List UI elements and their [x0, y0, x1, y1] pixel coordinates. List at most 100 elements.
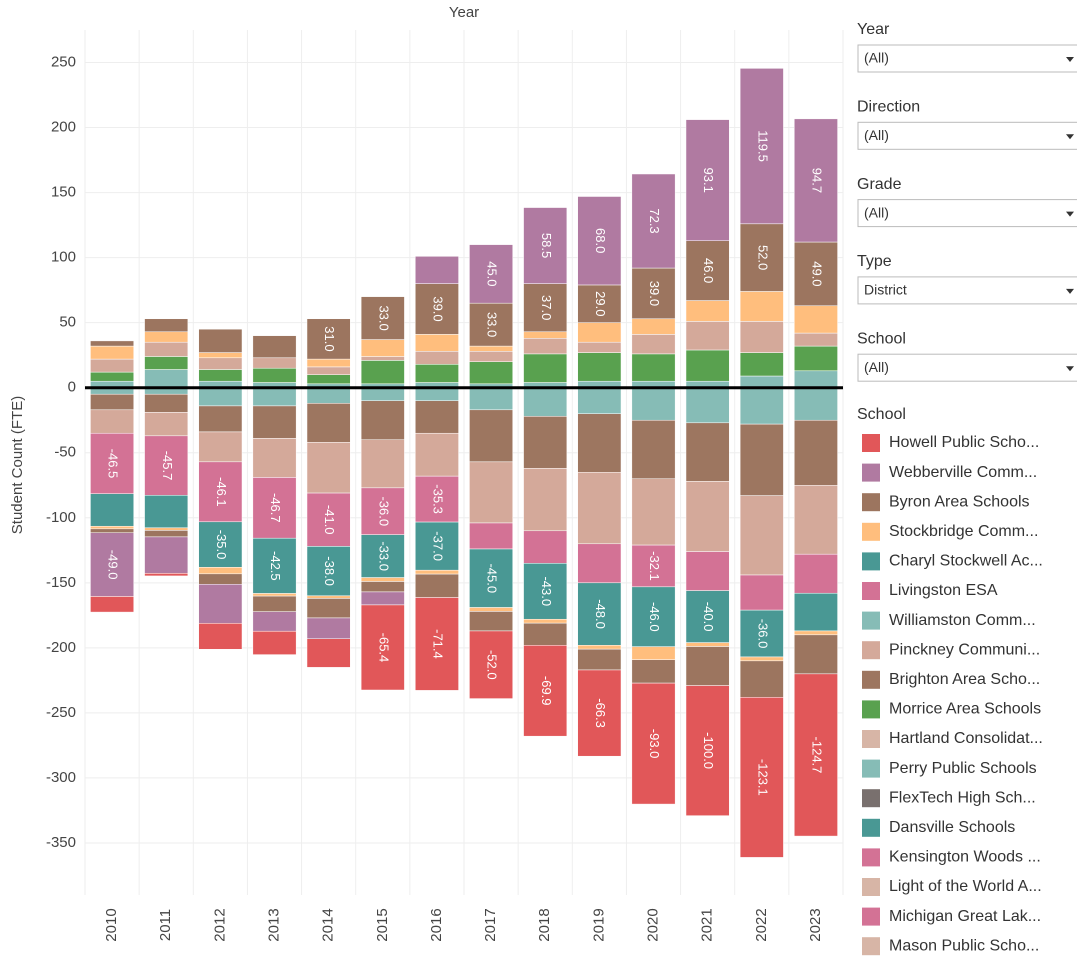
legend-swatch[interactable]: [862, 907, 880, 926]
filter-dropdown[interactable]: [857, 276, 1077, 305]
bar-segment: [469, 611, 513, 632]
legend-swatch[interactable]: [862, 434, 880, 452]
legend-swatch[interactable]: [862, 878, 880, 896]
bar-segment: [90, 493, 134, 527]
legend-swatch[interactable]: [862, 463, 880, 482]
data-label: -45.0: [485, 563, 500, 593]
dropdown-arrow: [1066, 134, 1074, 140]
data-label: 31.0: [322, 326, 337, 351]
filter-value: (All): [864, 127, 889, 143]
bar-segment: [469, 409, 513, 463]
legend-swatch[interactable]: [862, 789, 880, 808]
legend-swatch[interactable]: [862, 848, 880, 867]
bar-segment: [360, 604, 405, 691]
y-tick-label: 150: [51, 184, 76, 201]
bar-segment: [198, 387, 243, 407]
legend-swatch[interactable]: [862, 818, 880, 837]
legend-label[interactable]: Mason Public Scho...: [889, 937, 1039, 954]
x-tick-label: 2011: [157, 909, 174, 941]
bar-segment: [198, 584, 243, 624]
bar-segment: [306, 546, 351, 597]
data-label: -124.7: [809, 737, 824, 774]
legend-label[interactable]: Byron Area Schools: [889, 493, 1030, 510]
data-label: 29.0: [593, 291, 608, 316]
bar-segment: [415, 573, 459, 598]
filter-dropdown[interactable]: [857, 353, 1077, 382]
bar-segment: [306, 442, 351, 494]
bar-segment: [523, 530, 568, 564]
legend-swatch[interactable]: [862, 759, 880, 778]
bar-segment: [198, 405, 243, 433]
y-tick-label: -200: [46, 639, 76, 656]
legend-swatch[interactable]: [862, 552, 880, 571]
legend-label[interactable]: Stockbridge Comm...: [889, 523, 1038, 540]
legend-swatch[interactable]: [862, 582, 880, 600]
legend-swatch[interactable]: [862, 611, 880, 630]
filter-value: (All): [864, 204, 889, 220]
legend-label[interactable]: Williamston Comm...: [889, 612, 1036, 629]
legend-swatch[interactable]: [862, 493, 880, 512]
bar-segment: [523, 416, 568, 469]
bar-segment: [198, 567, 243, 575]
data-label: -52.0: [485, 650, 500, 680]
filter-dropdown[interactable]: [857, 44, 1077, 73]
bar-segment: [306, 318, 351, 360]
filter-label: School: [857, 330, 906, 347]
legend-label[interactable]: Webberville Comm...: [889, 464, 1037, 481]
data-label: -69.9: [539, 676, 554, 706]
legend-swatch[interactable]: [862, 522, 880, 541]
legend-swatch[interactable]: [862, 641, 880, 660]
bar-segment: [469, 387, 513, 411]
legend-swatch[interactable]: [862, 700, 880, 719]
data-label: -46.1: [214, 477, 229, 507]
bar-segment: [252, 367, 297, 383]
legend-swatch[interactable]: [862, 730, 880, 748]
x-tick-label: 2014: [320, 908, 337, 941]
filter-dropdown[interactable]: [857, 121, 1077, 150]
legend-label[interactable]: Brighton Area Scho...: [889, 671, 1040, 688]
bar-segment: [794, 630, 838, 636]
filter-dropdown[interactable]: [857, 199, 1077, 228]
bar-segment: [685, 349, 730, 382]
filter-label: Type: [857, 253, 892, 270]
bar-segment: [306, 374, 351, 385]
bar-segment: [577, 669, 622, 757]
legend-label[interactable]: Howell Public Scho...: [889, 434, 1039, 451]
legend-swatch[interactable]: [862, 937, 880, 956]
data-label: -49.0: [106, 550, 121, 580]
legend-label[interactable]: Pinckney Communi...: [889, 641, 1040, 658]
legend-label[interactable]: Morrice Area Schools: [889, 701, 1041, 718]
bar-segment: [739, 574, 784, 611]
y-tick-label: -250: [46, 704, 76, 721]
bar-segment: [631, 478, 676, 546]
bar-segment: [577, 341, 622, 353]
bar-segment: [469, 302, 513, 347]
bar-segment: [739, 495, 784, 576]
bar-segment: [469, 244, 513, 304]
legend-swatch[interactable]: [862, 670, 880, 689]
bar-segment: [90, 528, 134, 533]
bar-segment: [198, 431, 243, 463]
x-tick-label: 2017: [482, 908, 499, 941]
legend-label[interactable]: Charyl Stockwell Ac...: [889, 553, 1043, 570]
legend-label[interactable]: Kensington Woods ...: [889, 849, 1041, 866]
legend-label[interactable]: Light of the World A...: [889, 878, 1042, 895]
legend-label[interactable]: Hartland Consolidat...: [889, 730, 1043, 747]
bar-segment: [577, 413, 622, 473]
bar-segment: [144, 573, 189, 577]
legend-label[interactable]: Livingston ESA: [889, 582, 998, 599]
legend-label[interactable]: Perry Public Schools: [889, 760, 1037, 777]
bar-segment: [469, 607, 513, 612]
bar-segment: [306, 366, 351, 375]
bar-segment: [523, 331, 568, 339]
bar-segment: [144, 412, 189, 437]
legend-label[interactable]: FlexTech High Sch...: [889, 789, 1036, 806]
x-tick-label: 2012: [211, 908, 228, 941]
legend-label[interactable]: Michigan Great Lak...: [889, 908, 1041, 925]
bar-segment: [144, 527, 189, 531]
bar-segment: [360, 439, 405, 489]
bar-segment: [577, 196, 622, 286]
bar-segment: [794, 673, 838, 837]
bar-segment: [577, 322, 622, 343]
legend-label[interactable]: Dansville Schools: [889, 819, 1015, 836]
